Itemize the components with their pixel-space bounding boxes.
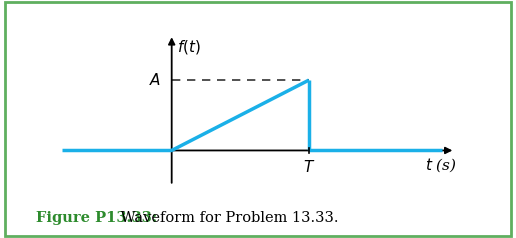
Text: Figure P13.33:: Figure P13.33: [36,211,157,225]
Text: $t$ (s): $t$ (s) [425,156,457,174]
Text: $A$: $A$ [149,72,160,88]
Text: $f(t)$: $f(t)$ [177,38,201,56]
Text: Waveform for Problem 13.33.: Waveform for Problem 13.33. [116,211,338,225]
Text: $T$: $T$ [303,159,315,175]
